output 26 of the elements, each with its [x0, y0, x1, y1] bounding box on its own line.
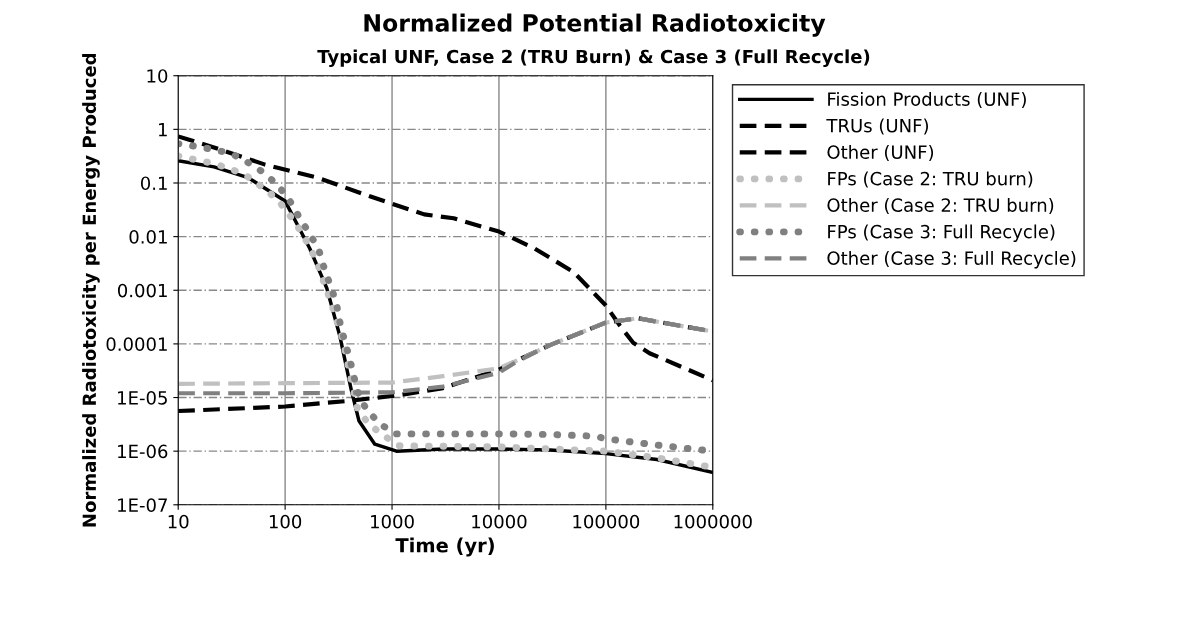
- legend-label: FPs (Case 2: TRU burn): [828, 171, 1033, 188]
- y-tick-label: 0.001: [117, 283, 167, 298]
- y-tick-label: 0.01: [129, 230, 167, 244]
- x-tick-label: 10: [168, 514, 189, 529]
- y-tick-label: 10: [147, 69, 168, 83]
- x-axis-title: Time (yr): [395, 537, 494, 557]
- y-tick-label: 0.0001: [106, 337, 167, 352]
- legend-label: Fission Products (UNF): [828, 91, 1026, 109]
- y-axis-title: Normalized Radiotoxicity per Energy Produced: [82, 53, 100, 527]
- y-tick-label: 0.1: [140, 176, 167, 191]
- legend-label: TRUs (UNF): [826, 118, 928, 135]
- chart-subtitle: Typical UNF, Case 2 (TRU Burn) & Case 3 (Full Recycle): [317, 49, 870, 67]
- y-tick-label: 1E-05: [118, 390, 167, 405]
- x-tick-label: 1000000: [674, 514, 752, 529]
- legend-label: FPs (Case 3: Full Recycle): [828, 224, 1055, 242]
- y-tick-label: 1E-06: [118, 444, 168, 459]
- legend-label: Other (Case 2: TRU burn): [827, 197, 1054, 215]
- y-tick-label: 1E-07: [118, 498, 167, 512]
- x-tick-label: 10000: [472, 514, 527, 529]
- x-tick-label: 1000: [371, 514, 414, 529]
- chart-title: Normalized Potential Radiotoxicity: [364, 13, 826, 37]
- x-tick-label: 100: [269, 514, 302, 529]
- y-tick-label: 1: [158, 123, 167, 137]
- x-tick-label: 100000: [573, 514, 640, 529]
- legend-label: Other (UNF): [827, 144, 934, 162]
- legend-label: Other (Case 3: Full Recycle): [827, 250, 1076, 269]
